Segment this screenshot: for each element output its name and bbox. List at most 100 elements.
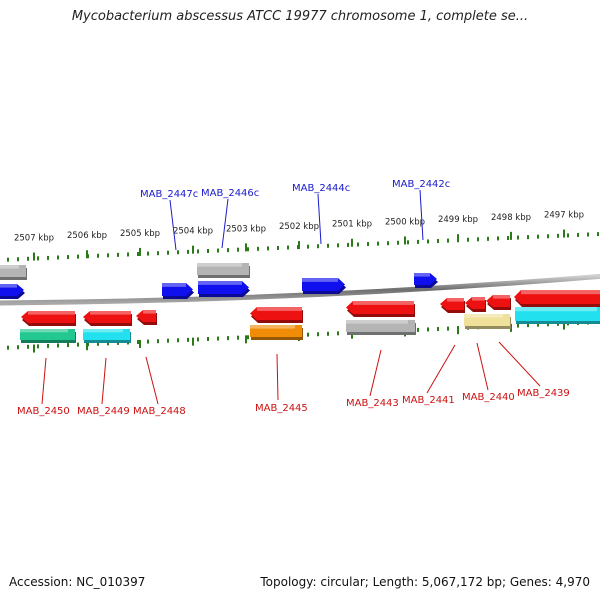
gene-label-mab-2449[interactable]: MAB_2449 [77,406,130,417]
callout-line [101,357,107,405]
gene-label-mab-2447c[interactable]: MAB_2447c [140,189,198,200]
gene-label-mab-2448[interactable]: MAB_2448 [133,406,186,417]
tick-label: 2501 kbp [332,220,372,230]
feature-cyan[interactable] [83,329,131,343]
feature-body [21,311,75,323]
gene-mab-2442c[interactable] [414,273,438,288]
callout-line [169,199,177,251]
tick-label: 2507 kbp [14,234,54,244]
tick-label: 2502 kbp [279,222,319,232]
gene-mab-2439[interactable] [514,290,600,307]
feature-body [515,307,600,321]
feature-highlight [198,281,242,285]
gene-label-mab-2442c[interactable]: MAB_2442c [392,179,450,190]
feature-orange[interactable] [250,325,303,340]
feature-highlight [472,297,485,301]
feature-track [0,263,600,343]
feature-body [514,290,600,304]
map-title: Mycobacterium abscessus ATCC 19977 chrom… [71,9,529,24]
feature-highlight [83,329,123,333]
tick-label: 2506 kbp [67,231,107,241]
gene-label-mab-2443[interactable]: MAB_2443 [346,398,399,409]
genome-stats: Topology: circular; Length: 5,067,172 bp… [260,575,590,589]
gene-plus[interactable] [0,284,25,299]
gene-mab-2446c[interactable] [198,281,250,297]
gene-label-mab-2440[interactable]: MAB_2440 [462,392,515,403]
feature-body [440,298,464,310]
tick-label: 2504 kbp [173,227,213,237]
feature-body [464,314,510,326]
tick-label: 2505 kbp [120,229,160,239]
feature-body [346,301,414,314]
tick-label: 2499 kbp [438,215,478,225]
gene-mab-2448[interactable] [136,310,157,325]
feature-gray[interactable] [197,263,250,278]
gene-label-mab-2441[interactable]: MAB_2441 [402,395,455,406]
feature-body [83,329,130,340]
feature-highlight [250,325,295,329]
feature-body [302,278,345,291]
feature-highlight [90,311,131,315]
feature-body [197,263,249,275]
gene-label-mab-2444c[interactable]: MAB_2444c [292,183,350,194]
feature-gray[interactable] [346,320,416,335]
callout-line [498,341,541,387]
feature-green[interactable] [20,329,76,343]
gene-mab-2441[interactable] [440,298,465,313]
feature-body [414,273,437,285]
tick-label: 2497 kbp [544,211,584,221]
feature-highlight [414,273,430,277]
gene-mab-2443[interactable] [346,301,415,317]
callout-line [476,342,489,391]
feature-highlight [143,310,156,314]
feature-highlight [257,307,302,311]
feature-body [250,307,302,320]
tick-label: 2498 kbp [491,213,531,223]
tick-label: 2503 kbp [226,224,266,234]
callout-line [145,356,159,405]
feature-body [250,325,302,337]
gene-mab-2450[interactable] [21,311,76,326]
gene-mab-2447c[interactable] [162,283,194,299]
feature-khaki[interactable] [464,314,511,329]
callout-line [41,357,47,405]
feature-body [0,284,24,296]
feature-body [0,265,26,277]
feature-highlight [521,290,600,295]
gene-mab-2445[interactable] [250,307,303,323]
feature-body [83,311,131,323]
callout-line [317,193,322,245]
feature-highlight [197,263,242,267]
feature-body [20,329,75,340]
gene-label-mab-2445[interactable]: MAB_2445 [255,403,308,414]
feature-highlight [28,311,75,315]
feature-highlight [20,329,68,333]
gene-mab-2444c[interactable] [302,278,346,294]
feature-body [465,297,485,309]
gene-label-mab-2450[interactable]: MAB_2450 [17,406,70,417]
gene-label-mab-2439[interactable]: MAB_2439 [517,388,570,399]
gene-mab-2449[interactable] [83,311,132,326]
gene-mab-2440a[interactable] [465,297,486,312]
feature-highlight [0,265,19,269]
callout-line [221,198,229,249]
feature-body [486,295,510,307]
feature-highlight [515,307,597,312]
feature-highlight [302,278,338,282]
feature-highlight [346,320,408,324]
feature-gray[interactable] [0,265,27,280]
feature-highlight [493,295,510,299]
feature-highlight [353,301,414,305]
callout-line [276,353,279,401]
gene-label-mab-2446c[interactable]: MAB_2446c [201,188,259,199]
gene-mab-2440b[interactable] [486,295,511,310]
feature-highlight [162,283,186,287]
callout-line [426,344,456,394]
outer-scale: 2507 kbp 2506 kbp 2505 kbp 2504 kbp 2503 kbp… [7,211,599,262]
feature-cyan[interactable] [515,307,600,324]
gene-callouts: MAB_2447c MAB_2446c MAB_2444c MAB_2442c MAB_… [17,179,570,417]
feature-body [198,281,249,294]
feature-body [136,310,156,322]
chromosome-backbone [0,273,600,306]
